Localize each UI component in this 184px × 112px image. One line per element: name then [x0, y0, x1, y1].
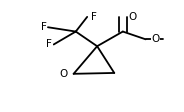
Text: O: O	[60, 69, 68, 79]
Text: F: F	[46, 40, 52, 50]
Text: F: F	[41, 22, 47, 32]
Text: F: F	[91, 12, 97, 22]
Text: O: O	[151, 34, 160, 44]
Text: O: O	[128, 12, 137, 22]
